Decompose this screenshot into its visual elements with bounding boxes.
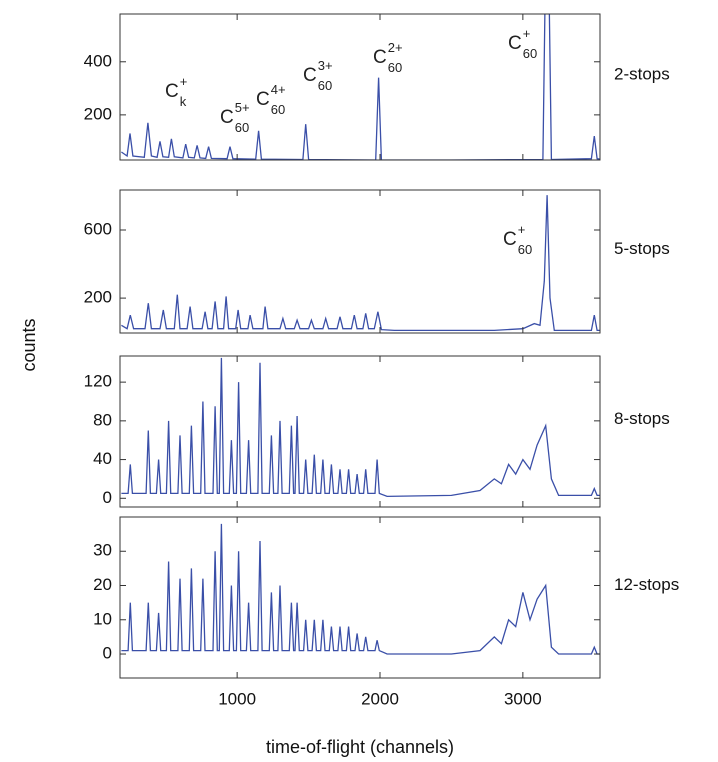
- y-tick-label: 200: [84, 104, 112, 123]
- panel-frame: [119, 355, 601, 508]
- peak-label-base: C: [165, 81, 179, 102]
- y-tick-label: 30: [93, 541, 112, 560]
- peak-label: C2+ 60: [373, 40, 403, 75]
- peak-label-sub: k: [180, 94, 187, 109]
- peak-label-sub: 60: [518, 242, 532, 257]
- x-tick-label: 1000: [218, 689, 256, 708]
- peak-label-sup: +: [523, 26, 531, 41]
- x-axis-label: time-of-flight (channels): [266, 737, 454, 757]
- y-axis-label: counts: [19, 318, 39, 371]
- peak-label-sup: 4+: [271, 82, 286, 97]
- spectrum-line: [121, 523, 600, 655]
- peak-label: C4+ 60: [256, 82, 286, 117]
- y-tick-label: 400: [84, 51, 112, 70]
- spectrum-line: [121, 14, 600, 160]
- x-tick-label: 3000: [504, 689, 542, 708]
- x-tick-label: 2000: [361, 689, 399, 708]
- peak-label-base: C: [303, 65, 317, 86]
- peak-label-sup: 2+: [388, 40, 403, 55]
- peak-label: C5+ 60: [220, 100, 250, 135]
- peak-label-sup: +: [180, 74, 188, 89]
- peak-label-sub: 60: [318, 78, 332, 93]
- y-tick-label: 600: [84, 219, 112, 238]
- panel-title: 12-stops: [614, 575, 679, 594]
- y-tick-label: 40: [93, 449, 112, 468]
- panel-title: 5-stops: [614, 239, 670, 258]
- peak-label-base: C: [508, 33, 522, 54]
- peak-label-base: C: [256, 89, 270, 110]
- peak-label-sub: 60: [388, 60, 402, 75]
- spectrum-line: [121, 357, 600, 498]
- peak-label-sup: +: [518, 222, 526, 237]
- y-tick-label: 200: [84, 288, 112, 307]
- panel-frame: [119, 189, 601, 334]
- y-tick-label: 10: [93, 609, 112, 628]
- spectrum-line: [121, 195, 600, 332]
- peak-label: C+ 60: [508, 26, 537, 61]
- peak-label-base: C: [503, 229, 517, 250]
- peak-label: C+ k: [165, 74, 187, 109]
- panel-frame: [119, 13, 601, 161]
- peak-label-base: C: [373, 47, 387, 68]
- peak-label-sub: 60: [235, 120, 249, 135]
- peak-label-base: C: [220, 107, 234, 128]
- peak-label-sub: 60: [523, 46, 537, 61]
- panel-title: 2-stops: [614, 64, 670, 83]
- peak-label-sup: 5+: [235, 100, 250, 115]
- peak-label-sub: 60: [271, 102, 285, 117]
- panel-title: 8-stops: [614, 409, 670, 428]
- y-tick-label: 0: [103, 644, 112, 663]
- peak-label: C3+ 60: [303, 58, 333, 93]
- y-tick-label: 0: [103, 488, 112, 507]
- peak-label-sup: 3+: [318, 58, 333, 73]
- y-tick-label: 120: [84, 372, 112, 391]
- panel-frame: [119, 516, 601, 679]
- peak-label: C+ 60: [503, 222, 532, 257]
- y-tick-label: 20: [93, 575, 112, 594]
- y-tick-label: 80: [93, 410, 112, 429]
